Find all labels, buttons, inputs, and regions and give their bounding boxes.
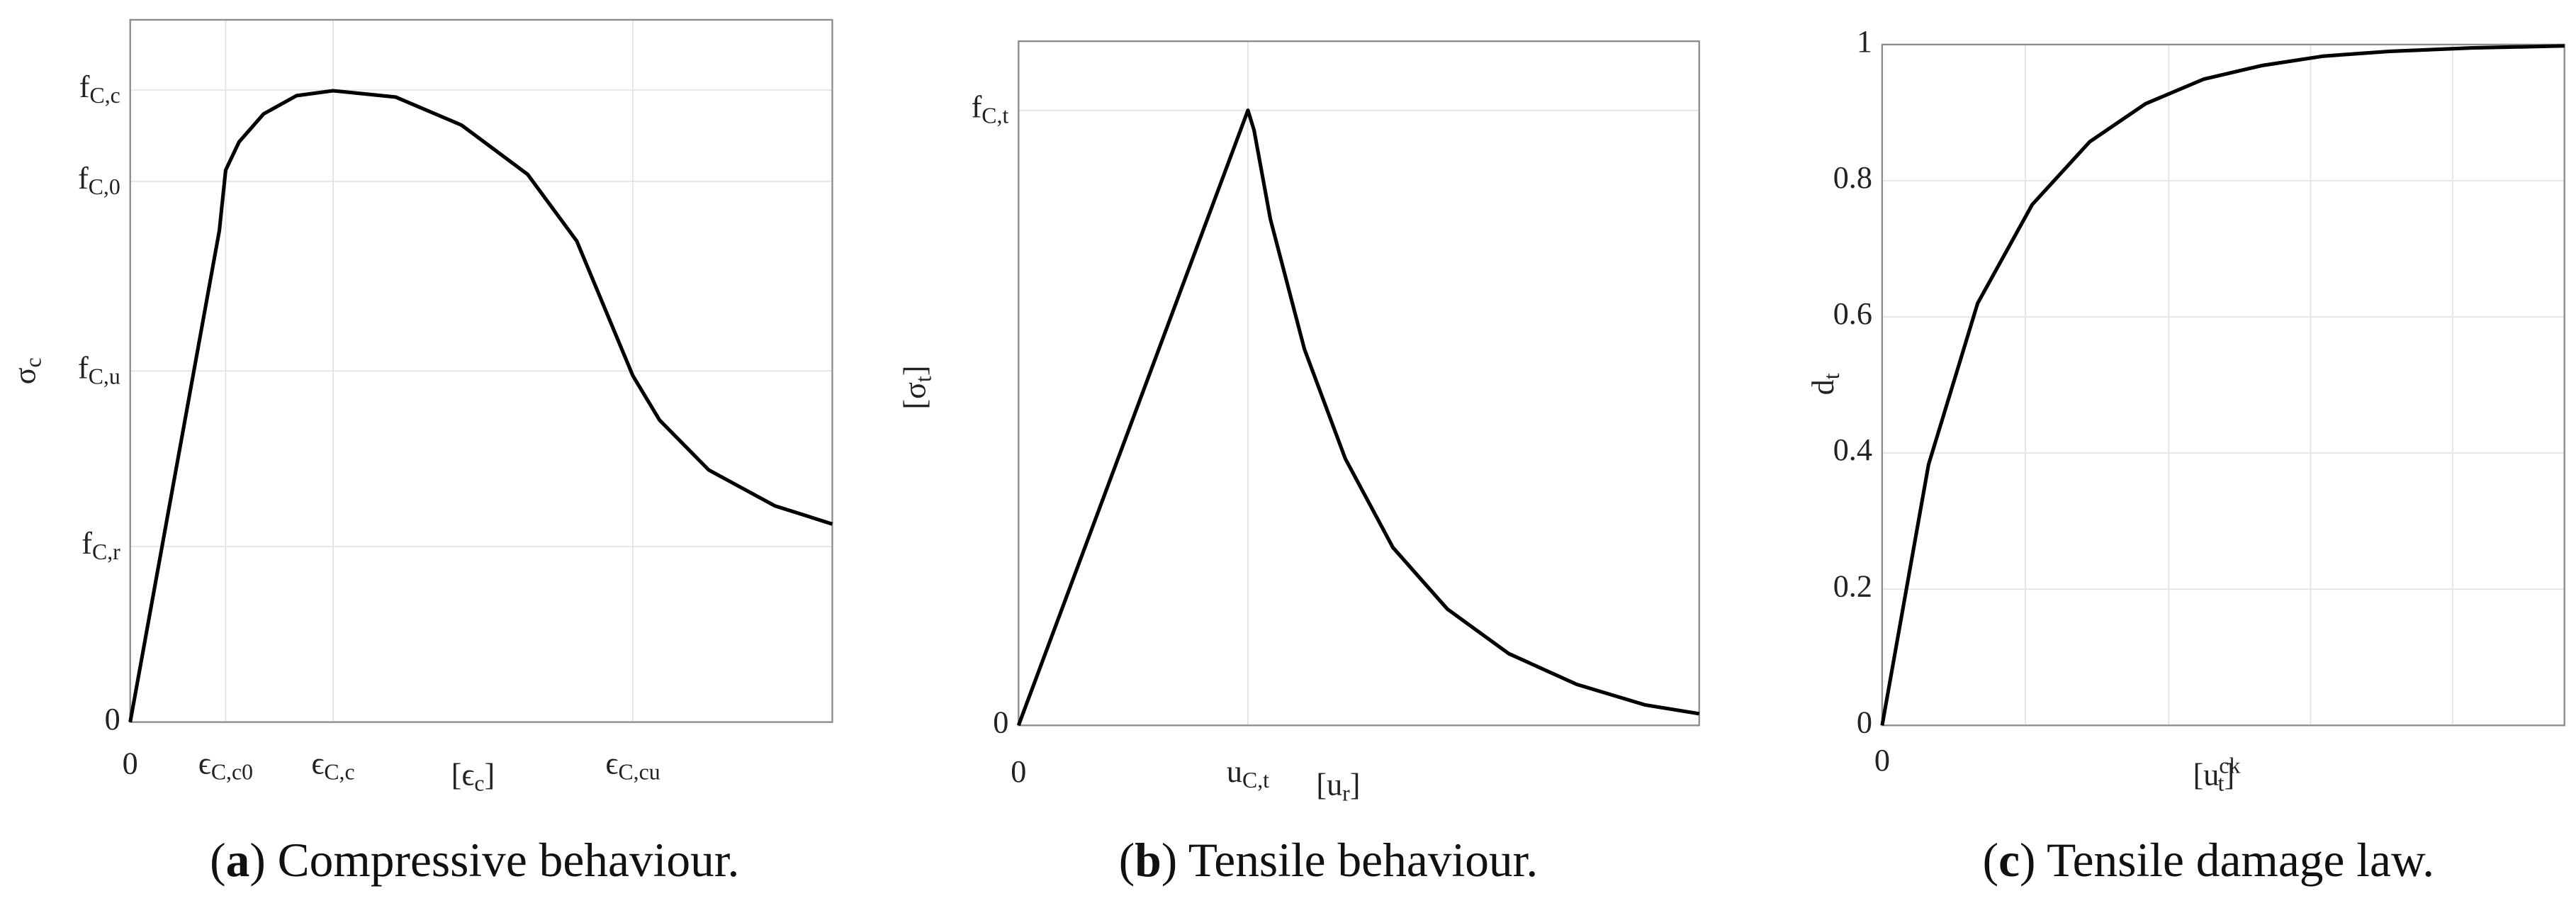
subscript: c — [21, 357, 46, 367]
y-axis-label: σc — [8, 357, 46, 384]
y-tick-label: 0.8 — [1833, 160, 1872, 195]
text-part: [u — [1316, 768, 1342, 802]
caption-part: c — [1998, 834, 2020, 887]
caption: (c) Tensile damage law. — [1983, 834, 2435, 887]
y-tick-label: 0.4 — [1833, 432, 1872, 467]
subscript: C,t — [982, 103, 1008, 128]
caption-part: ( — [1119, 834, 1135, 887]
text-part: ϵ — [311, 746, 324, 781]
text-part: ] — [2224, 758, 2234, 792]
y-tick-label: fC,t — [972, 90, 1009, 128]
x-tick-label: ϵC,c0 — [198, 746, 253, 785]
caption-part: ) Tensile damage law. — [2020, 834, 2434, 887]
y-tick-label: 0.6 — [1833, 296, 1872, 331]
subscript: C,u — [89, 364, 120, 389]
subscript: C,0 — [89, 174, 120, 199]
text-part: [u — [2193, 758, 2220, 792]
text-part: ϵ — [198, 746, 211, 781]
plot-frame — [1018, 40, 1700, 727]
y-tick-label: fC,u — [78, 350, 120, 388]
y-tick-label: 0 — [1857, 705, 1872, 739]
text-part: ] — [1350, 768, 1361, 802]
subscript: C,r — [92, 539, 120, 564]
curve — [1016, 108, 1700, 727]
subscript: C,t — [1242, 768, 1269, 793]
subscript: C,c0 — [211, 760, 253, 785]
text-part: ϵ — [606, 746, 619, 781]
curve — [1880, 44, 2565, 726]
plot-frame — [1881, 43, 2565, 727]
y-tick-label: 0.2 — [1833, 568, 1872, 603]
subscript: r — [1342, 781, 1350, 806]
text-part: ] — [898, 366, 933, 376]
y-tick-label: 1 — [1857, 24, 1872, 59]
x-tick-label: 0 — [1011, 754, 1026, 789]
plot-frame — [129, 18, 833, 723]
y-axis-label: [σt] — [898, 366, 936, 410]
x-tick-label: 0 — [1874, 743, 1890, 778]
curve — [128, 89, 833, 723]
y-tick-label: fC,c — [79, 69, 120, 108]
text-part: σ — [8, 367, 43, 384]
text-part: d — [1806, 379, 1840, 395]
x-axis-label: [uck t] — [2193, 754, 2241, 797]
subscript: c — [474, 771, 484, 796]
text-part: u — [1227, 754, 1242, 789]
caption-part: b — [1135, 834, 1162, 887]
x-tick-label: ϵC,c — [311, 746, 354, 785]
caption-part: ( — [210, 834, 225, 887]
text-part: [σ — [898, 382, 933, 410]
x-axis-label: [ϵc] — [451, 758, 495, 796]
y-tick-label: fC,r — [81, 526, 120, 564]
text-part: f — [972, 90, 982, 125]
x-tick-label: 0 — [123, 746, 138, 781]
y-tick-label: fC,0 — [78, 161, 120, 199]
subscript: t — [911, 376, 936, 382]
text-part: f — [81, 526, 92, 561]
y-tick-label: 0 — [105, 702, 120, 736]
subscript: t — [2218, 771, 2225, 796]
subscript: t — [1819, 373, 1844, 379]
x-tick-label: ϵC,cu — [606, 746, 660, 785]
superscript: ck — [2219, 754, 2240, 778]
caption: (a) Compressive behaviour. — [210, 834, 739, 887]
caption-part: ) Compressive behaviour. — [249, 834, 739, 887]
x-axis-label: [ur] — [1316, 768, 1360, 806]
y-axis-label: dt — [1806, 373, 1844, 395]
text-part: [ϵ — [451, 758, 475, 792]
subscript: C,cu — [618, 760, 660, 785]
text-part: f — [78, 350, 89, 385]
caption-part: a — [226, 834, 250, 887]
text-part: ] — [484, 758, 495, 792]
caption-part: ( — [1983, 834, 1998, 887]
text-part: f — [78, 161, 89, 196]
subscript: C,c — [324, 760, 354, 785]
caption-part: ) Tensile behaviour. — [1162, 834, 1539, 887]
subscript: C,c — [89, 83, 120, 108]
text-part: f — [79, 69, 90, 104]
y-tick-label: 0 — [993, 705, 1008, 739]
x-tick-label: uC,t — [1227, 754, 1269, 792]
caption: (b) Tensile behaviour. — [1119, 834, 1539, 887]
